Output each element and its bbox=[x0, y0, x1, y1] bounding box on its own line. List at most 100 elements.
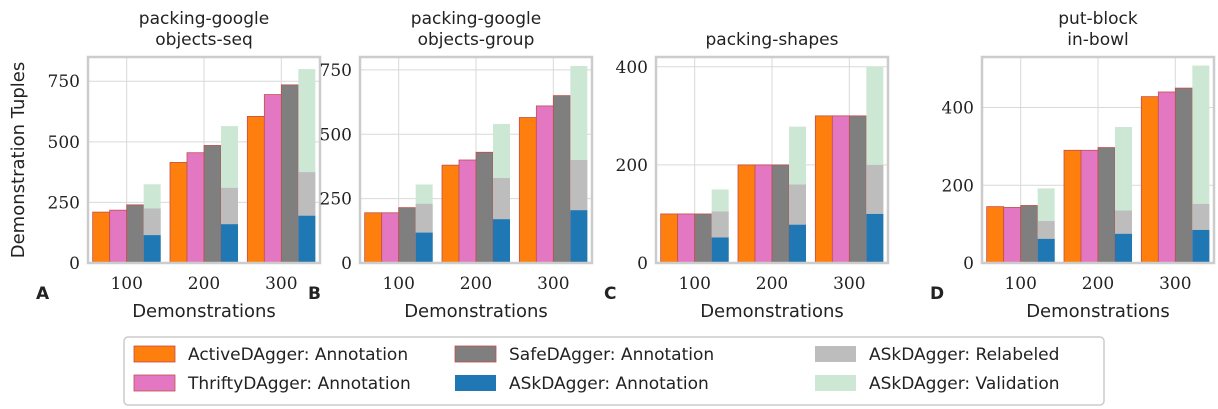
y-tick-label: 750 bbox=[320, 61, 352, 81]
bar-safedagger-annotation bbox=[848, 115, 867, 264]
bar-activedagger-annotation bbox=[1140, 96, 1159, 264]
x-tick-label: 200 bbox=[1082, 274, 1114, 294]
bar-thriftydagger-annotation bbox=[109, 209, 128, 264]
y-tick-label: 0 bbox=[963, 254, 974, 274]
bar-askdagger-annotation bbox=[143, 235, 161, 263]
bar-safedagger-annotation bbox=[1097, 147, 1116, 264]
panel-title: objects-seq bbox=[155, 30, 252, 50]
x-axis-label: Demonstrations bbox=[1026, 301, 1170, 322]
legend-label: ASkDAgger: Annotation bbox=[509, 374, 709, 394]
y-tick-label: 0 bbox=[69, 254, 80, 274]
panel-title: packing-google bbox=[411, 9, 541, 29]
legend-swatch bbox=[454, 345, 497, 363]
y-tick-label: 500 bbox=[320, 125, 352, 145]
bar-thriftydagger-annotation bbox=[458, 159, 477, 264]
legend-label: ThriftyDAgger: Annotation bbox=[187, 374, 411, 394]
x-axis-label: Demonstrations bbox=[700, 301, 844, 322]
bar-activedagger-annotation bbox=[364, 212, 383, 264]
legend-swatch bbox=[455, 375, 496, 391]
panel-title: put-block bbox=[1058, 9, 1138, 29]
x-tick-label: 100 bbox=[1004, 274, 1036, 294]
plot-frame bbox=[358, 55, 594, 265]
plot-frame bbox=[86, 55, 322, 265]
y-tick-label: 500 bbox=[48, 133, 80, 153]
panel-b: 0 250 500 750 100 200 300 packing-googleobjects… bbox=[308, 9, 594, 322]
x-axis-label: Demonstrations bbox=[404, 301, 548, 322]
panel-a: 0 250 500 750 100 200 300 packing-googleobjects… bbox=[8, 9, 322, 322]
bar-askdagger-annotation bbox=[221, 224, 238, 263]
legend-label: ASkDAgger: Validation bbox=[869, 374, 1060, 394]
bar-safedagger-annotation bbox=[398, 207, 417, 264]
bar-activedagger-annotation bbox=[169, 162, 188, 264]
bar-thriftydagger-annotation bbox=[381, 212, 400, 264]
panel-title: objects-group bbox=[418, 30, 535, 50]
bar-thriftydagger-annotation bbox=[677, 213, 696, 264]
y-axis-label: Demonstration Tuples bbox=[8, 62, 29, 259]
y-tick-label: 400 bbox=[616, 58, 648, 78]
plot-frame bbox=[654, 55, 890, 265]
bar-safedagger-annotation bbox=[771, 164, 790, 264]
panel-title: packing-google bbox=[139, 9, 269, 29]
x-axis-label: Demonstrations bbox=[132, 301, 276, 322]
x-tick-label: 300 bbox=[537, 274, 569, 294]
y-tick-label: 250 bbox=[320, 190, 352, 210]
x-tick-label: 100 bbox=[678, 274, 710, 294]
legend-swatch bbox=[815, 375, 856, 391]
panel-title: packing-shapes bbox=[706, 30, 839, 50]
bar-askdagger-annotation bbox=[1115, 233, 1132, 263]
x-tick-label: 300 bbox=[833, 274, 865, 294]
bar-activedagger-annotation bbox=[518, 117, 537, 264]
x-tick-label: 100 bbox=[382, 274, 414, 294]
y-tick-label: 400 bbox=[942, 99, 974, 119]
bar-activedagger-annotation bbox=[660, 213, 679, 264]
bar-activedagger-annotation bbox=[1063, 149, 1082, 264]
bar-thriftydagger-annotation bbox=[1157, 91, 1176, 264]
bar-askdagger-annotation bbox=[415, 232, 433, 263]
bar-thriftydagger-annotation bbox=[754, 164, 773, 264]
bar-thriftydagger-annotation bbox=[1080, 149, 1099, 264]
bar-askdagger-annotation bbox=[866, 213, 884, 263]
panel-letter: C bbox=[604, 284, 616, 304]
bar-safedagger-annotation bbox=[475, 151, 494, 264]
legend-swatch bbox=[133, 374, 176, 392]
legend-swatch bbox=[815, 346, 856, 362]
x-tick-label: 300 bbox=[1159, 274, 1191, 294]
legend-label: ASkDAgger: Relabeled bbox=[869, 345, 1059, 365]
y-tick-label: 0 bbox=[341, 254, 352, 274]
bar-thriftydagger-annotation bbox=[186, 152, 205, 264]
panel-c: 0 200 400 100 200 300 packing-shapes Demonstrat… bbox=[604, 30, 890, 322]
legend-swatch bbox=[133, 345, 176, 363]
bar-thriftydagger-annotation bbox=[831, 115, 850, 264]
x-tick-label: 200 bbox=[756, 274, 788, 294]
y-tick-label: 250 bbox=[48, 193, 80, 213]
y-tick-label: 200 bbox=[616, 156, 648, 176]
y-tick-label: 0 bbox=[637, 254, 648, 274]
bar-activedagger-annotation bbox=[986, 206, 1005, 264]
x-tick-label: 200 bbox=[460, 274, 492, 294]
bar-safedagger-annotation bbox=[552, 95, 571, 264]
bar-activedagger-annotation bbox=[737, 164, 756, 264]
bar-thriftydagger-annotation bbox=[263, 94, 282, 264]
bar-askdagger-annotation bbox=[493, 219, 510, 263]
legend: ActiveDAgger: Annotation SafeDAgger: Anno… bbox=[123, 336, 1105, 406]
bar-safedagger-annotation bbox=[1174, 87, 1193, 264]
bar-safedagger-annotation bbox=[203, 145, 222, 264]
panel-letter: A bbox=[36, 284, 50, 304]
panel-letter: D bbox=[930, 284, 944, 304]
x-tick-label: 100 bbox=[110, 274, 142, 294]
x-tick-label: 200 bbox=[188, 274, 220, 294]
bar-activedagger-annotation bbox=[814, 115, 833, 264]
bar-askdagger-annotation bbox=[298, 215, 316, 263]
y-tick-label: 200 bbox=[942, 176, 974, 196]
panel-letter: B bbox=[308, 284, 321, 304]
legend-label: ActiveDAgger: Annotation bbox=[188, 345, 408, 365]
legend-label: SafeDAgger: Annotation bbox=[509, 345, 714, 365]
panel-title: in-bowl bbox=[1067, 30, 1128, 50]
bar-askdagger-annotation bbox=[570, 210, 588, 263]
bar-safedagger-annotation bbox=[126, 204, 145, 264]
bar-askdagger-annotation bbox=[1037, 238, 1055, 263]
bar-safedagger-annotation bbox=[1020, 205, 1039, 264]
x-tick-label: 300 bbox=[265, 274, 297, 294]
